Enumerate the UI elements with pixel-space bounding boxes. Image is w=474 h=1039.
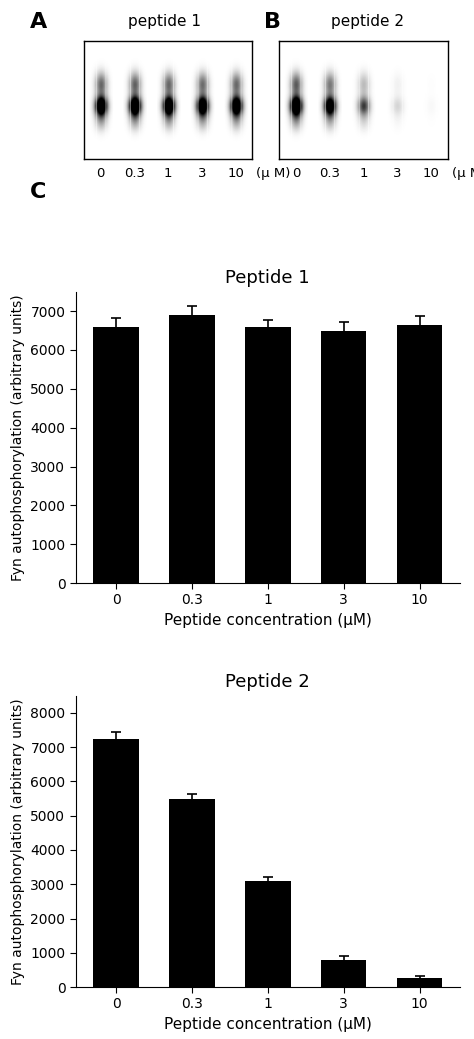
- Text: C: C: [30, 183, 46, 203]
- Bar: [321, 330, 366, 583]
- Text: 3: 3: [198, 167, 206, 180]
- Text: B: B: [264, 12, 281, 32]
- Bar: [397, 979, 442, 987]
- Text: 10: 10: [227, 167, 244, 180]
- Text: peptide 2: peptide 2: [331, 14, 404, 29]
- Y-axis label: Fyn autophosphorylation (arbitrary units): Fyn autophosphorylation (arbitrary units…: [11, 294, 25, 581]
- Bar: [169, 799, 215, 987]
- Text: (μ M): (μ M): [256, 167, 291, 180]
- Text: 3: 3: [393, 167, 402, 180]
- Text: 0: 0: [96, 167, 105, 180]
- X-axis label: Peptide concentration (μM): Peptide concentration (μM): [164, 613, 372, 628]
- Text: 0.3: 0.3: [124, 167, 145, 180]
- Bar: [93, 326, 139, 583]
- Text: 10: 10: [423, 167, 440, 180]
- Bar: [397, 325, 442, 583]
- Bar: [321, 960, 366, 987]
- X-axis label: Peptide concentration (μM): Peptide concentration (μM): [164, 1017, 372, 1032]
- Bar: [245, 326, 291, 583]
- Text: 0: 0: [292, 167, 301, 180]
- Text: 0.3: 0.3: [319, 167, 340, 180]
- Text: peptide 1: peptide 1: [128, 14, 201, 29]
- Text: 1: 1: [360, 167, 368, 180]
- Text: 1: 1: [164, 167, 172, 180]
- Bar: [169, 315, 215, 583]
- Bar: [93, 739, 139, 987]
- Text: A: A: [30, 12, 47, 32]
- Title: Peptide 1: Peptide 1: [226, 269, 310, 288]
- Bar: [245, 881, 291, 987]
- Text: (μ M): (μ M): [452, 167, 474, 180]
- Title: Peptide 2: Peptide 2: [226, 673, 310, 691]
- Y-axis label: Fyn autophosphorylation (arbitrary units): Fyn autophosphorylation (arbitrary units…: [11, 698, 25, 985]
